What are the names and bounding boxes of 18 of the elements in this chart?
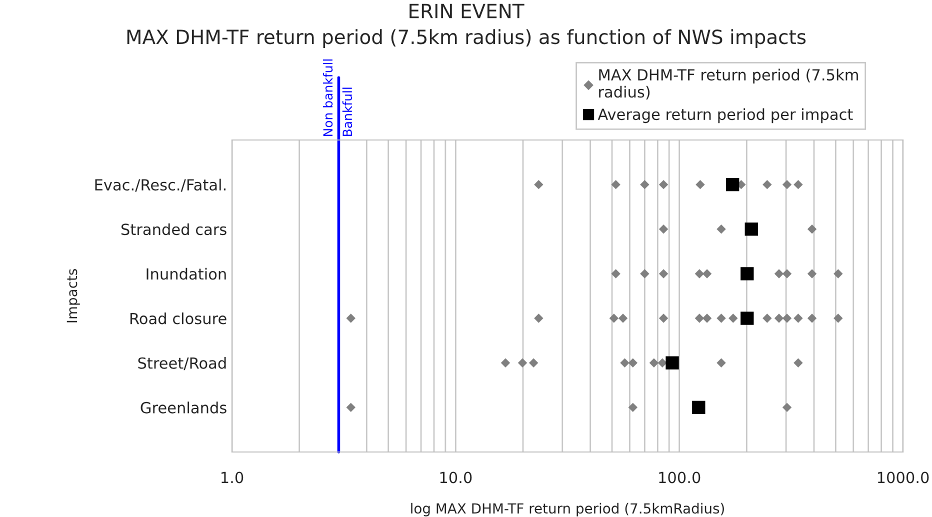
legend-label: MAX DHM-TF return period (7.5km radius) [599, 68, 858, 100]
x-tick-label: 100.0 [659, 472, 700, 484]
y-tick-label: Stranded cars [121, 223, 226, 236]
chart-title: ERIN EVENT [410, 4, 524, 18]
annotation: Bankfull [342, 88, 352, 136]
x-tick-label: 1.0 [222, 472, 244, 484]
y-tick-label: Street/Road [138, 357, 226, 370]
y-tick-label: Greenlands [140, 402, 226, 414]
x-axis-title: log MAX DHM-TF return period (7.5kmRadius) [411, 502, 724, 516]
ref-line-label: Non bankfull [322, 59, 333, 136]
legend-label: Average return period per impact [598, 108, 853, 124]
y-tick-label: Road closure [130, 312, 226, 324]
y-axis-title: Impacts [66, 269, 80, 322]
x-tick-label: 1000.0 [878, 472, 929, 484]
x-tick-label: 10.0 [440, 472, 472, 484]
y-tick-label: Evac./Resc./Fatal. [95, 178, 226, 192]
y-tick-label: Inundation [146, 268, 226, 280]
chart-subtitle: MAX DHM-TF return period (7.5km radius) as function of NWS impacts [127, 29, 806, 48]
